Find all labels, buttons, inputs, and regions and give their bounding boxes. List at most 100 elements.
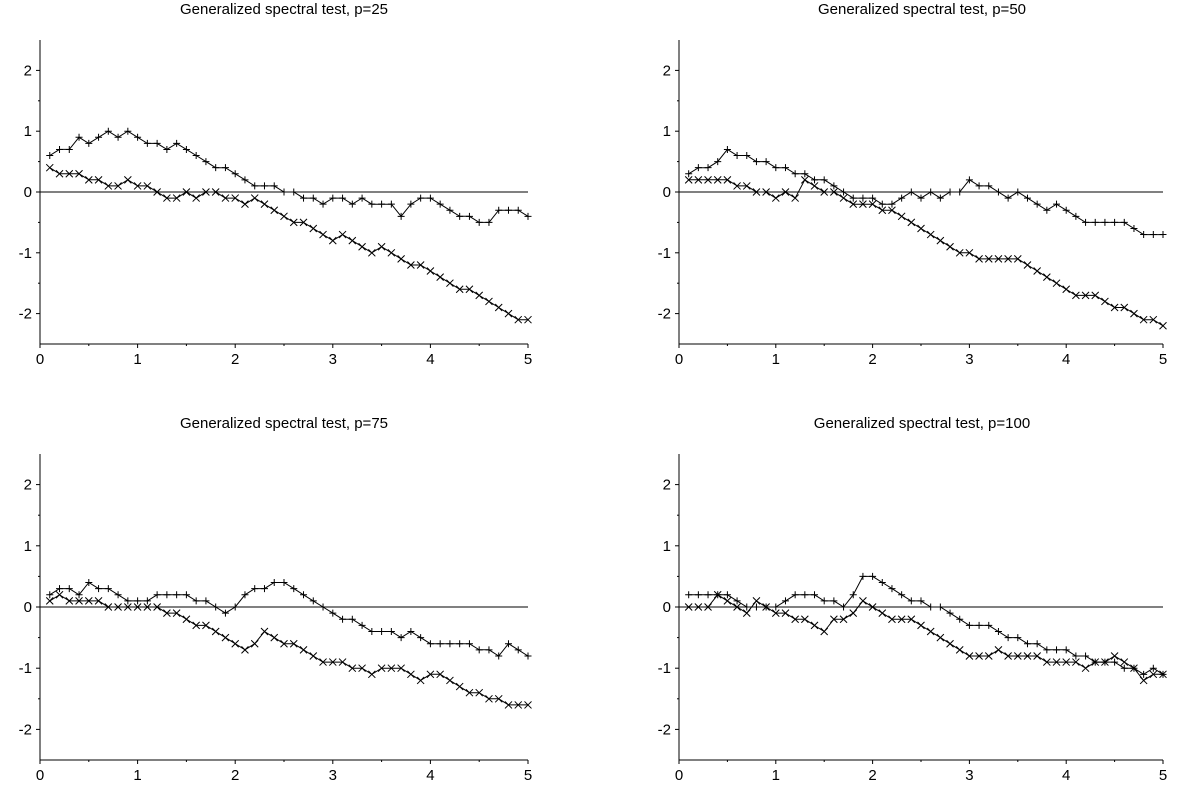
data-point-cross [1052, 279, 1061, 288]
data-point-cross [742, 182, 751, 190]
data-point-plus [319, 200, 327, 208]
data-point-cross [309, 652, 318, 660]
y-tick-label: -2 [19, 306, 32, 323]
data-point-cross [917, 224, 925, 233]
data-point-plus [849, 591, 857, 599]
y-tick-label: 2 [24, 477, 32, 494]
data-point-cross [1091, 291, 1100, 300]
data-point-plus [1082, 218, 1090, 226]
data-point-cross [762, 603, 770, 611]
data-point-cross [153, 188, 161, 196]
data-point-cross [907, 615, 916, 624]
data-point-plus [1014, 634, 1022, 642]
data-point-cross [387, 664, 396, 673]
data-point-cross [504, 309, 513, 318]
data-point-cross [1101, 297, 1109, 306]
data-point-cross [75, 169, 83, 178]
data-point-cross [1081, 664, 1090, 673]
x-tick-label: 4 [1062, 767, 1070, 784]
data-point-plus [387, 200, 395, 208]
data-point-plus [994, 188, 1002, 196]
data-point-cross [182, 188, 191, 196]
data-point-plus [723, 591, 731, 599]
data-point-plus [270, 182, 278, 190]
data-point-cross [859, 200, 867, 209]
data-point-cross [143, 603, 152, 611]
data-point-cross [377, 664, 386, 673]
data-point-plus [270, 579, 278, 587]
data-point-plus [704, 164, 712, 172]
data-point-plus [762, 158, 770, 166]
data-point-plus [840, 188, 848, 196]
data-point-cross [172, 609, 181, 617]
data-point-plus [1101, 218, 1109, 226]
data-point-plus [56, 145, 64, 153]
data-point-cross [241, 200, 249, 209]
x-tick-label: 1 [133, 351, 141, 368]
x-tick-label: 5 [524, 767, 532, 784]
data-point-cross [407, 670, 415, 679]
data-point-plus [1149, 664, 1157, 672]
data-point-plus [407, 200, 415, 208]
data-point-plus [231, 170, 239, 178]
data-point-plus [260, 182, 268, 190]
data-point-plus [192, 597, 200, 605]
data-point-plus [1014, 188, 1022, 196]
data-point-cross [416, 261, 425, 269]
data-point-cross [250, 194, 259, 202]
data-point-cross [455, 285, 464, 294]
data-point-cross [936, 633, 945, 642]
data-point-plus [859, 572, 867, 580]
data-point-plus [485, 646, 493, 654]
data-point-plus [309, 194, 317, 202]
data-point-plus [723, 145, 731, 153]
y-tick-label: -1 [19, 245, 32, 262]
data-point-cross [202, 188, 210, 196]
x-tick-label: 0 [36, 767, 44, 784]
y-tick-label: 1 [24, 123, 32, 140]
data-point-cross [1062, 285, 1071, 294]
data-point-cross [241, 645, 249, 654]
data-point-cross [733, 603, 741, 611]
x-tick-label: 5 [1159, 351, 1167, 368]
data-point-plus [378, 627, 386, 635]
data-point-cross [1072, 291, 1080, 300]
x-tick-label: 2 [868, 767, 876, 784]
data-point-cross [1023, 261, 1032, 269]
x-tick-label: 0 [675, 351, 683, 368]
data-point-cross [888, 615, 896, 624]
data-point-cross [781, 609, 790, 617]
series-line-plus [49, 581, 529, 657]
data-point-plus [888, 585, 896, 593]
data-point-plus [300, 194, 308, 202]
data-point-plus [1111, 218, 1119, 226]
data-point-cross [280, 212, 288, 221]
data-point-cross [94, 175, 103, 184]
data-point-plus [849, 194, 857, 202]
y-tick-label: 1 [663, 538, 671, 555]
data-point-plus [869, 572, 877, 580]
data-point-plus [524, 212, 532, 220]
data-point-plus [85, 139, 93, 147]
data-point-cross [888, 206, 896, 215]
data-point-plus [1149, 231, 1157, 239]
data-point-cross [955, 645, 964, 654]
data-point-cross [94, 597, 103, 605]
data-point-cross [965, 652, 974, 660]
x-tick-label: 2 [231, 351, 239, 368]
data-point-cross [338, 230, 347, 239]
data-point-plus [840, 603, 848, 611]
data-point-cross [104, 182, 113, 190]
data-point-plus [465, 640, 473, 648]
panel-title: Generalized spectral test, p=50 [818, 1, 1026, 18]
data-point-plus [202, 158, 210, 166]
data-point-plus [878, 579, 886, 587]
data-point-plus [820, 176, 828, 184]
data-point-cross [859, 597, 867, 605]
data-point-cross [1139, 315, 1148, 324]
data-point-cross [839, 615, 848, 624]
x-tick-label: 4 [426, 767, 434, 784]
data-point-cross [984, 255, 993, 263]
data-point-cross [84, 597, 93, 605]
